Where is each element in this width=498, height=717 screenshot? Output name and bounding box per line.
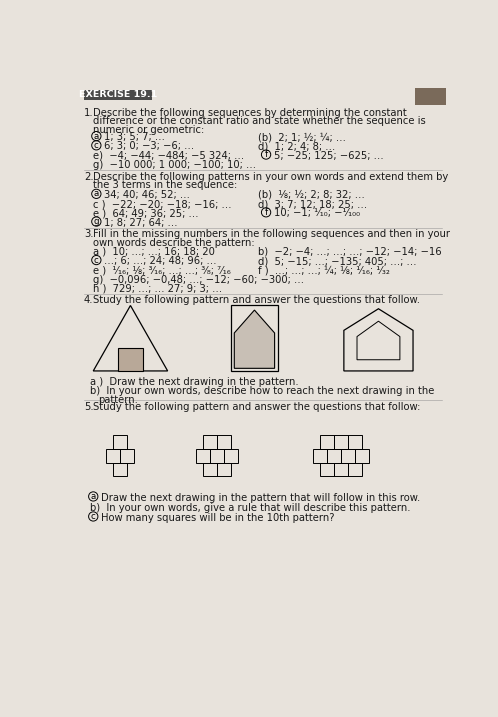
- Bar: [203, 435, 217, 449]
- Bar: [320, 462, 334, 476]
- Bar: [320, 435, 334, 449]
- Text: Study the following pattern and answer the questions that follow:: Study the following pattern and answer t…: [93, 402, 421, 412]
- Bar: [196, 449, 210, 462]
- Text: own words describe the pattern:: own words describe the pattern:: [93, 238, 255, 248]
- Bar: [341, 449, 355, 462]
- Bar: [217, 435, 231, 449]
- Text: 1.: 1.: [84, 108, 94, 118]
- Text: d)  3; 7; 12; 18; 25; …: d) 3; 7; 12; 18; 25; …: [257, 199, 367, 209]
- Text: Fill in the missing numbers in the following sequences and then in your: Fill in the missing numbers in the follo…: [93, 229, 450, 239]
- Bar: [415, 88, 446, 105]
- Text: (b)  ⅛; ½; 2; 8; 32; …: (b) ⅛; ½; 2; 8; 32; …: [257, 190, 365, 200]
- Text: 5; −25; 125; −625; …: 5; −25; 125; −625; …: [274, 151, 383, 161]
- Text: b)  −2; −4; …; …; …; −12; −14; −16: b) −2; −4; …; …; …; −12; −14; −16: [257, 247, 441, 257]
- Bar: [348, 462, 362, 476]
- Text: (b)  2; 1; ½; ¼; …: (b) 2; 1; ½; ¼; …: [257, 132, 346, 142]
- Text: difference or the constant ratio and state whether the sequence is: difference or the constant ratio and sta…: [93, 116, 426, 126]
- Text: Study the following pattern and answer the questions that follow.: Study the following pattern and answer t…: [93, 295, 420, 305]
- Text: g)  −0,096; −0,48; …; −12; −60; −300; …: g) −0,096; −0,48; …; −12; −60; −300; …: [93, 275, 304, 285]
- Text: f: f: [264, 208, 267, 217]
- Text: 5.: 5.: [84, 402, 94, 412]
- Bar: [334, 435, 348, 449]
- Text: a )  Draw the next drawing in the pattern.: a ) Draw the next drawing in the pattern…: [90, 377, 299, 387]
- Text: Describe the following sequences by determining the constant: Describe the following sequences by dete…: [93, 108, 407, 118]
- Bar: [327, 449, 341, 462]
- Text: EXERCISE 19.1: EXERCISE 19.1: [79, 90, 157, 100]
- Bar: [224, 449, 238, 462]
- Text: f )  …; …; …; ¼; ⅛; ¹⁄₁₆; ¹⁄₃₂: f ) …; …; …; ¼; ⅛; ¹⁄₁₆; ¹⁄₃₂: [257, 265, 389, 275]
- Text: 2.: 2.: [84, 171, 94, 181]
- Text: c )  −22; −20; −18; −16; …: c ) −22; −20; −18; −16; …: [93, 199, 232, 209]
- Text: How many squares will be in the 10th pattern?: How many squares will be in the 10th pat…: [101, 513, 335, 523]
- Text: a: a: [94, 189, 99, 199]
- Bar: [118, 348, 143, 371]
- Bar: [313, 449, 327, 462]
- Text: numeric or geometric:: numeric or geometric:: [93, 125, 205, 135]
- Bar: [203, 462, 217, 476]
- Text: 34; 40; 46; 52; …: 34; 40; 46; 52; …: [104, 190, 190, 200]
- Text: g: g: [94, 217, 99, 226]
- Text: c: c: [94, 255, 99, 265]
- Text: Describe the following patterns in your own words and extend them by: Describe the following patterns in your …: [93, 171, 449, 181]
- Text: a: a: [94, 132, 99, 141]
- Text: 1; 8; 27; 64; …: 1; 8; 27; 64; …: [104, 218, 178, 228]
- Bar: [334, 462, 348, 476]
- Text: e )  64; 49; 36; 25; …: e ) 64; 49; 36; 25; …: [93, 209, 199, 219]
- Text: g)  −10 000; 1 000; −100; 10; …: g) −10 000; 1 000; −100; 10; …: [93, 160, 256, 170]
- Text: 3.: 3.: [84, 229, 94, 239]
- Text: pattern.: pattern.: [98, 395, 138, 405]
- Text: b)  In your own words, describe how to reach the next drawing in the: b) In your own words, describe how to re…: [90, 386, 435, 397]
- Bar: [114, 462, 127, 476]
- Text: 6; 3; 0; −3; −6; …: 6; 3; 0; −3; −6; …: [104, 141, 194, 151]
- Polygon shape: [234, 310, 274, 369]
- Text: a: a: [91, 492, 96, 501]
- Text: …; 6; …; 24; 48; 96; …: …; 6; …; 24; 48; 96; …: [104, 256, 217, 266]
- Bar: [231, 305, 278, 371]
- Text: 4.: 4.: [84, 295, 94, 305]
- Bar: [121, 449, 134, 462]
- Text: 1; 3; 5; 7; …: 1; 3; 5; 7; …: [104, 132, 165, 142]
- Text: d)  1; 2; 4; 8; …: d) 1; 2; 4; 8; …: [257, 141, 335, 151]
- Text: b)  In your own words, give a rule that will describe this pattern.: b) In your own words, give a rule that w…: [90, 503, 411, 513]
- Text: c: c: [91, 512, 96, 521]
- Bar: [107, 449, 121, 462]
- Text: 10; −1; ¹⁄₁₀; −¹⁄₁₀₀: 10; −1; ¹⁄₁₀; −¹⁄₁₀₀: [274, 209, 360, 219]
- Text: the 3 terms in the sequence:: the 3 terms in the sequence:: [93, 180, 238, 190]
- Text: Draw the next drawing in the pattern that will follow in this row.: Draw the next drawing in the pattern tha…: [101, 493, 420, 503]
- Text: a )  10; …; …; 16; 18; 20: a ) 10; …; …; 16; 18; 20: [93, 247, 215, 257]
- Bar: [84, 90, 152, 100]
- Text: h )  729; …; … 27; 9; 3; …: h ) 729; …; … 27; 9; 3; …: [93, 284, 223, 294]
- Bar: [114, 435, 127, 449]
- Text: e )  ¹⁄₁₆; ⅛; ³⁄₁₆; …; …; ³⁄₈; ⁷⁄₁₆: e ) ¹⁄₁₆; ⅛; ³⁄₁₆; …; …; ³⁄₈; ⁷⁄₁₆: [93, 265, 231, 275]
- Bar: [355, 449, 369, 462]
- Bar: [348, 435, 362, 449]
- Text: e)  −4; −44; −484; −5 324; …: e) −4; −44; −484; −5 324; …: [93, 151, 245, 161]
- Text: d)  5; −15; …; −135; 405; …; …: d) 5; −15; …; −135; 405; …; …: [257, 256, 416, 266]
- Bar: [217, 462, 231, 476]
- Text: f: f: [264, 150, 267, 159]
- Bar: [210, 449, 224, 462]
- Text: c: c: [94, 141, 99, 150]
